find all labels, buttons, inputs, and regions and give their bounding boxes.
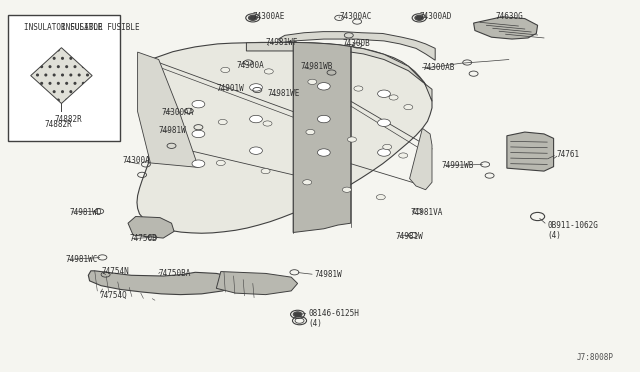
Text: 74981WD: 74981WD [69,208,102,217]
Polygon shape [410,128,432,190]
Text: 08146-6125H: 08146-6125H [308,309,359,318]
Polygon shape [138,52,198,167]
Polygon shape [246,42,432,101]
Polygon shape [293,42,351,232]
Text: 74991WB: 74991WB [442,161,474,170]
Text: INSULATOR FUSIBLE: INSULATOR FUSIBLE [61,23,140,32]
Circle shape [306,129,315,135]
Text: 74300AC: 74300AC [339,12,372,21]
Circle shape [264,69,273,74]
Text: 74300A: 74300A [237,61,264,70]
Text: 74981WF: 74981WF [266,38,298,47]
Circle shape [308,79,317,84]
Text: 74882R: 74882R [54,115,82,124]
Text: 74981WE: 74981WE [268,89,300,98]
Text: 74750BA: 74750BA [159,269,191,278]
Circle shape [263,121,272,126]
Text: 74750B: 74750B [129,234,157,243]
Text: 74981W: 74981W [315,270,342,279]
Polygon shape [137,42,432,233]
Circle shape [249,16,257,20]
Polygon shape [278,32,435,60]
Text: 74981W: 74981W [159,126,186,135]
Polygon shape [507,132,554,171]
Text: (4): (4) [308,319,323,328]
Circle shape [317,83,330,90]
Polygon shape [88,271,236,295]
Circle shape [294,312,301,317]
Text: 74981W: 74981W [396,232,423,241]
Circle shape [250,84,262,91]
Circle shape [192,130,205,138]
Circle shape [383,144,392,150]
Circle shape [399,153,408,158]
Text: 74901W: 74901W [216,84,244,93]
Bar [8,15,120,141]
Polygon shape [31,48,92,103]
Circle shape [354,86,363,91]
Circle shape [317,149,330,156]
Text: 74754N: 74754N [101,267,129,276]
Circle shape [261,169,270,174]
Circle shape [250,147,262,154]
Circle shape [378,90,390,97]
Circle shape [376,195,385,200]
Text: 74981WB: 74981WB [301,62,333,71]
Text: 74630G: 74630G [496,12,524,21]
Text: J7:8008P: J7:8008P [577,353,614,362]
Circle shape [303,180,312,185]
Text: 74981VA: 74981VA [411,208,444,217]
Circle shape [378,149,390,156]
Polygon shape [216,272,298,295]
Polygon shape [474,17,538,39]
Text: 74761: 74761 [557,150,580,159]
Text: INSULATOR FUSIBLE: INSULATOR FUSIBLE [24,23,103,32]
Circle shape [342,187,351,192]
Text: 74300A: 74300A [123,156,150,165]
Text: 74300AB: 74300AB [422,63,455,72]
Circle shape [317,115,330,123]
Circle shape [415,16,423,20]
Text: 74300B: 74300B [342,39,370,48]
Circle shape [216,160,225,166]
Text: 0B911-1062G: 0B911-1062G [547,221,598,230]
Polygon shape [128,217,174,238]
Text: 74300AD: 74300AD [419,12,452,21]
Circle shape [404,105,413,110]
Circle shape [192,100,205,108]
Text: 74981WC: 74981WC [65,255,98,264]
Circle shape [378,119,390,126]
Text: 74882R: 74882R [44,121,72,129]
Circle shape [389,95,398,100]
Circle shape [218,119,227,125]
Circle shape [250,115,262,123]
Circle shape [348,137,356,142]
Circle shape [192,160,205,167]
Text: (4): (4) [547,231,561,240]
Circle shape [221,67,230,73]
Text: 74754Q: 74754Q [99,291,127,300]
Text: 74300AA: 74300AA [161,108,194,117]
Text: 74300AE: 74300AE [253,12,285,21]
